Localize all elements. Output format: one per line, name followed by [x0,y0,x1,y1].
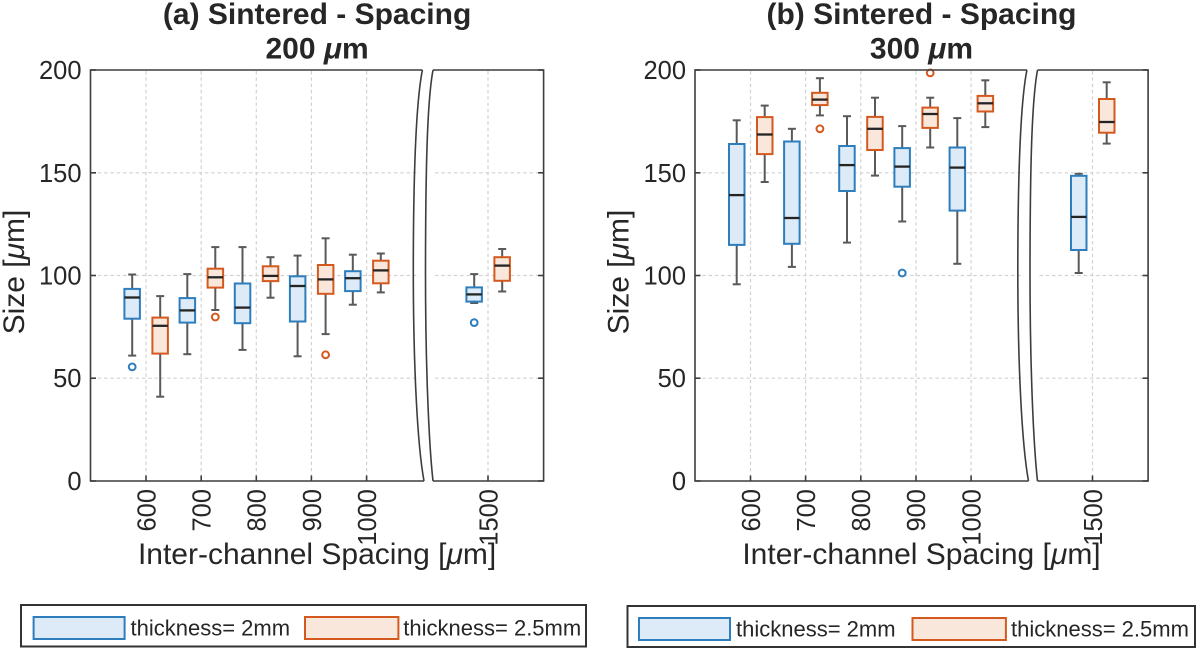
svg-text:1000: 1000 [958,489,986,546]
svg-text:150: 150 [39,160,82,188]
svg-text:700: 700 [189,489,217,532]
svg-text:1000: 1000 [354,489,382,546]
svg-text:thickness= 2.5mm: thickness= 2.5mm [403,616,581,641]
svg-text:(a) Sintered - Spacing: (a) Sintered - Spacing [163,0,471,31]
svg-text:thickness= 2mm: thickness= 2mm [736,617,896,642]
svg-text:200 μm: 200 μm [266,33,369,66]
svg-text:200: 200 [643,57,686,85]
svg-text:600: 600 [738,489,766,532]
svg-text:100: 100 [39,263,82,291]
svg-text:100: 100 [643,263,686,291]
svg-text:50: 50 [658,365,686,393]
svg-text:(b) Sintered - Spacing: (b) Sintered - Spacing [766,0,1076,31]
svg-text:900: 900 [903,489,931,532]
svg-text:Size [μm]: Size [μm] [0,210,31,335]
svg-text:thickness= 2mm: thickness= 2mm [131,616,291,641]
svg-text:Inter-channel Spacing [μm]: Inter-channel Spacing [μm] [742,538,1100,571]
svg-text:1500: 1500 [1080,489,1108,546]
svg-text:200: 200 [39,57,82,85]
svg-text:150: 150 [643,160,686,188]
svg-text:Size [μm]: Size [μm] [603,210,636,335]
svg-text:800: 800 [848,489,876,532]
svg-text:50: 50 [53,365,81,393]
svg-text:900: 900 [299,489,327,532]
svg-text:thickness= 2.5mm: thickness= 2.5mm [1011,617,1189,642]
svg-text:1500: 1500 [475,489,503,546]
svg-text:0: 0 [67,468,81,496]
svg-text:800: 800 [244,489,272,532]
svg-text:700: 700 [793,489,821,532]
svg-text:300 μm: 300 μm [870,33,973,66]
svg-text:Inter-channel Spacing [μm]: Inter-channel Spacing [μm] [138,538,496,571]
svg-text:0: 0 [672,468,686,496]
svg-text:600: 600 [133,489,161,532]
